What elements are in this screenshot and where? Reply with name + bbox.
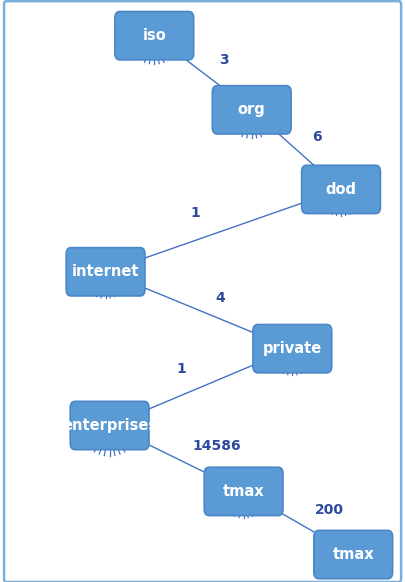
FancyBboxPatch shape: [212, 86, 290, 134]
FancyBboxPatch shape: [301, 165, 379, 214]
Text: tmax: tmax: [332, 547, 373, 562]
FancyBboxPatch shape: [252, 325, 331, 373]
Text: 3: 3: [219, 54, 228, 68]
FancyBboxPatch shape: [204, 467, 282, 516]
Text: dod: dod: [325, 182, 356, 197]
FancyBboxPatch shape: [313, 530, 392, 579]
Text: enterprises: enterprises: [62, 418, 157, 433]
Text: 14586: 14586: [192, 439, 241, 453]
Text: 200: 200: [314, 503, 343, 517]
Text: tmax: tmax: [222, 484, 264, 499]
Text: internet: internet: [72, 264, 139, 279]
FancyBboxPatch shape: [66, 247, 145, 296]
FancyBboxPatch shape: [115, 12, 193, 60]
Text: private: private: [262, 341, 321, 356]
FancyBboxPatch shape: [70, 402, 149, 450]
Text: 6: 6: [312, 130, 322, 144]
Text: 1: 1: [176, 362, 186, 376]
Text: iso: iso: [142, 28, 166, 43]
Text: 1: 1: [190, 205, 200, 219]
Text: org: org: [237, 102, 265, 118]
Text: 4: 4: [215, 291, 224, 305]
